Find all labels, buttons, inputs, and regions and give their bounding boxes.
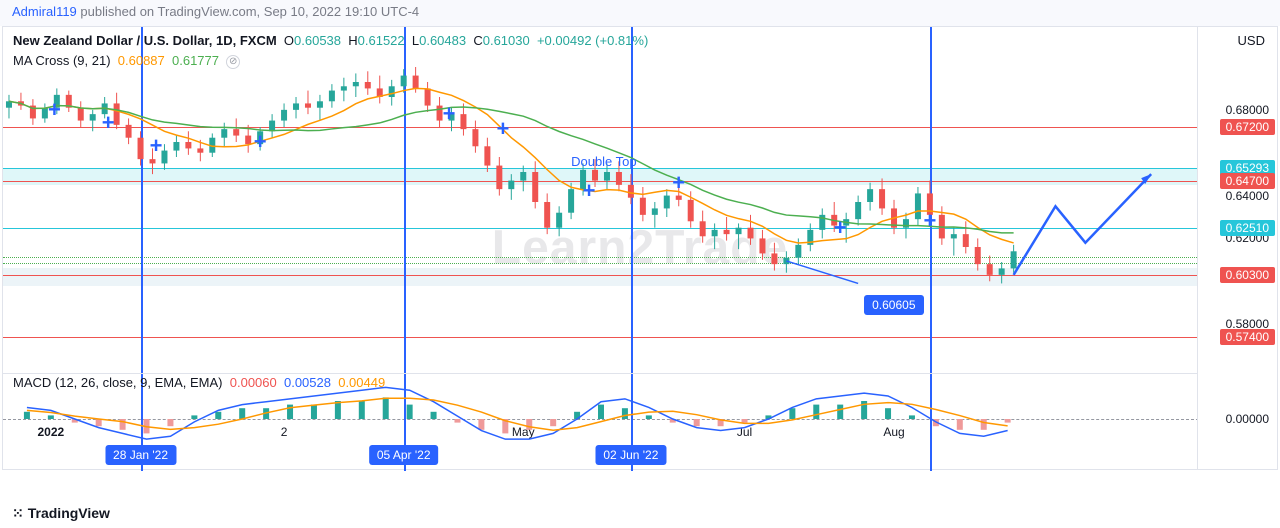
price-label: 0.64700 — [1220, 173, 1275, 189]
cross-marker-icon: + — [48, 97, 61, 123]
date-flag: 28 Jan '22 — [105, 445, 176, 465]
publish-bar: Admiral119 published on TradingView.com,… — [0, 0, 1280, 26]
annotation[interactable]: Double Top — [571, 154, 637, 169]
macd-v2: 0.00528 — [284, 375, 331, 390]
pub-date: Sep 10, 2022 19:10 UTC-4 — [264, 4, 419, 19]
chart-svg — [3, 27, 1199, 471]
price-label: 0.62510 — [1220, 220, 1275, 236]
y-tick: 0.68000 — [1226, 103, 1269, 117]
null-icon: ⊘ — [226, 55, 240, 69]
cross-marker-icon: + — [254, 129, 267, 155]
ohlc-open: 0.60538 — [294, 33, 341, 48]
date-flag: 05 Apr '22 — [369, 445, 439, 465]
ohlc-close: 0.61030 — [483, 33, 530, 48]
y-tick: 0.64000 — [1226, 189, 1269, 203]
macd-header: MACD (12, 26, close, 9, EMA, EMA) 0.0006… — [13, 375, 385, 390]
ma-title: MA Cross (9, 21) — [13, 53, 111, 68]
ohlc-low: 0.60483 — [419, 33, 466, 48]
currency-unit: USD — [1238, 33, 1265, 48]
ohlc-change: +0.00492 (+0.81%) — [537, 33, 648, 48]
cross-marker-icon: + — [923, 208, 936, 234]
price-label: 0.57400 — [1220, 329, 1275, 345]
annotation[interactable]: 0.60605 — [864, 295, 923, 315]
pub-on: on TradingView.com, — [140, 4, 260, 19]
date-flag: 02 Jun '22 — [595, 445, 666, 465]
footer-brand: ⁙TradingView — [12, 505, 110, 522]
ma21-value: 0.61777 — [172, 53, 219, 68]
plot-area[interactable]: 28 Jan '22 05 Apr '22 02 Jun '22 Double Top… — [3, 27, 1199, 471]
ma-header: MA Cross (9, 21) 0.60887 0.61777 ⊘ — [13, 53, 240, 69]
symbol-name: New Zealand Dollar / U.S. Dollar, 1D, FX… — [13, 33, 277, 48]
cross-marker-icon: + — [834, 215, 847, 241]
cross-marker-icon: + — [583, 178, 596, 204]
cross-marker-icon: + — [496, 116, 509, 142]
ohlc-high: 0.61522 — [358, 33, 405, 48]
y-axis[interactable]: USD 0.680000.640000.620000.580000.672000… — [1197, 27, 1277, 469]
cross-marker-icon: + — [443, 101, 456, 127]
ma9-value: 0.60887 — [118, 53, 165, 68]
pub-verb: published — [80, 4, 136, 19]
macd-v1: 0.00060 — [230, 375, 277, 390]
symbol-header: New Zealand Dollar / U.S. Dollar, 1D, FX… — [13, 33, 648, 48]
macd-v3: 0.00449 — [338, 375, 385, 390]
tv-logo-icon: ⁙ — [12, 505, 24, 521]
macd-zero-tick: 0.00000 — [1226, 412, 1269, 426]
chart-container[interactable]: New Zealand Dollar / U.S. Dollar, 1D, FX… — [2, 26, 1278, 470]
macd-title: MACD (12, 26, close, 9, EMA, EMA) — [13, 375, 223, 390]
cross-marker-icon: + — [672, 170, 685, 196]
price-label: 0.60300 — [1220, 267, 1275, 283]
cross-marker-icon: + — [102, 110, 115, 136]
price-label: 0.67200 — [1220, 119, 1275, 135]
author-name: Admiral119 — [12, 4, 77, 19]
cross-marker-icon: + — [150, 133, 163, 159]
